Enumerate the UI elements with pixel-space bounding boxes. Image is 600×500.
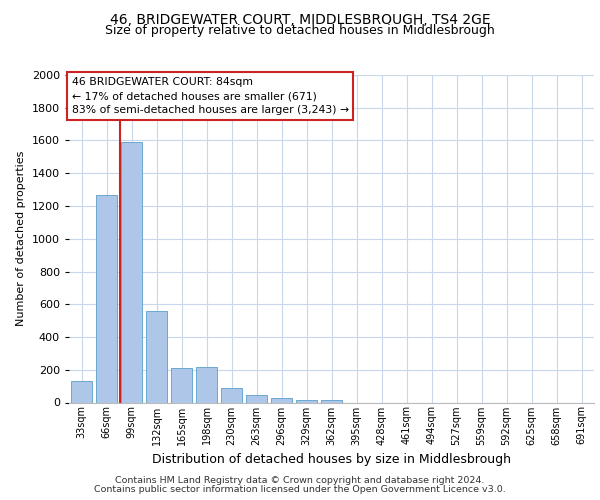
Bar [121,142,142,403]
Bar [321,400,342,402]
Bar [146,311,167,402]
Text: Size of property relative to detached houses in Middlesbrough: Size of property relative to detached ho… [105,24,495,37]
Text: Contains HM Land Registry data © Crown copyright and database right 2024.: Contains HM Land Registry data © Crown c… [115,476,485,485]
Bar [171,368,192,402]
Text: 46, BRIDGEWATER COURT, MIDDLESBROUGH, TS4 2GE: 46, BRIDGEWATER COURT, MIDDLESBROUGH, TS… [110,12,490,26]
Y-axis label: Number of detached properties: Number of detached properties [16,151,26,326]
Text: 46 BRIDGEWATER COURT: 84sqm
← 17% of detached houses are smaller (671)
83% of se: 46 BRIDGEWATER COURT: 84sqm ← 17% of det… [71,76,349,116]
Bar [221,388,242,402]
Bar [71,381,92,402]
Bar [96,194,117,402]
Bar [271,398,292,402]
Text: Contains public sector information licensed under the Open Government Licence v3: Contains public sector information licen… [94,485,506,494]
Bar [196,368,217,402]
Bar [296,400,317,402]
Bar [246,395,267,402]
X-axis label: Distribution of detached houses by size in Middlesbrough: Distribution of detached houses by size … [152,453,511,466]
